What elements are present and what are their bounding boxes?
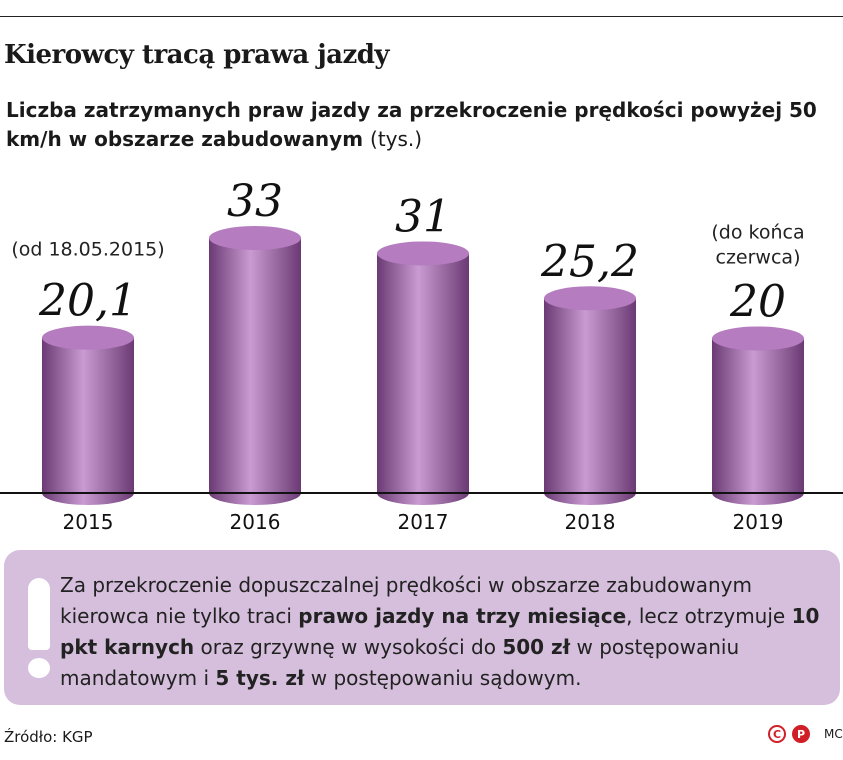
bar-body — [42, 337, 134, 505]
bar-top — [42, 325, 134, 350]
bar-2018 — [544, 286, 636, 505]
category-label: 2016 — [230, 510, 281, 534]
info-text-run: , lecz otrzymuje — [626, 604, 792, 628]
info-text: Za przekroczenie dopuszczalnej prędkości… — [60, 570, 830, 694]
bar-2016 — [209, 226, 301, 505]
subtitle-text: Liczba zatrzymanych praw jazdy za przekr… — [6, 98, 817, 151]
bars-group — [42, 226, 804, 505]
info-text-run: w postępowaniu mandatowym i — [60, 635, 740, 690]
bar-2015 — [42, 325, 134, 505]
bar-chart: 20,1 (od 18.05.2015) 2015 33 2016 31 2017 25,2 2… — [0, 176, 843, 534]
bar-top — [712, 326, 804, 351]
logo-c-icon: C — [768, 725, 786, 743]
chart-subtitle: Liczba zatrzymanych praw jazdy za przekr… — [6, 96, 826, 154]
bar-annotation: (od 18.05.2015) — [11, 239, 164, 261]
chart-title: Kierowcy tracą prawa jazdy — [4, 40, 390, 70]
value-label: 20,1 — [38, 276, 137, 327]
info-text-run: Za przekroczenie dopuszczalnej prędkości… — [60, 573, 752, 628]
value-label: 20 — [729, 276, 786, 327]
labels-group: 20,1 (od 18.05.2015) 2015 33 2016 31 2017 25,2 2… — [11, 176, 804, 534]
bar-top — [209, 226, 301, 250]
author-initials: MC — [824, 727, 843, 741]
info-text-emphasis: prawo jazdy na trzy miesiące — [298, 604, 627, 628]
category-label: 2019 — [733, 510, 784, 534]
bar-top — [377, 241, 469, 266]
source-label: Źródło: KGP — [4, 728, 93, 746]
category-label: 2017 — [398, 510, 449, 534]
info-box — [4, 550, 840, 705]
exclamation-icon — [26, 578, 52, 678]
bar-body — [712, 338, 804, 505]
info-text-run: oraz grzywnę w wysokości do — [194, 635, 503, 659]
value-label: 33 — [227, 176, 283, 227]
bar-2019 — [712, 326, 804, 505]
info-text-emphasis: 5 tys. zł — [215, 666, 305, 690]
subtitle-unit: (tys.) — [370, 127, 423, 151]
bar-body — [377, 253, 469, 505]
bar-body — [209, 238, 301, 505]
value-label: 31 — [395, 191, 451, 242]
bar-2017 — [377, 241, 469, 505]
bar-annotation: (do końca czerwca) — [711, 221, 804, 268]
value-label: 25,2 — [540, 236, 639, 287]
publisher-logo: C P MC — [768, 725, 843, 743]
top-rule — [0, 16, 843, 17]
category-label: 2018 — [565, 510, 616, 534]
bar-top — [544, 286, 636, 311]
logo-p-icon: P — [792, 725, 810, 743]
info-text-emphasis: 10 pkt karnych — [60, 604, 820, 659]
bar-body — [544, 298, 636, 505]
info-text-run: w postępowaniu sądowym. — [304, 666, 582, 690]
info-text-emphasis: 500 zł — [502, 635, 571, 659]
category-label: 2015 — [63, 510, 114, 534]
